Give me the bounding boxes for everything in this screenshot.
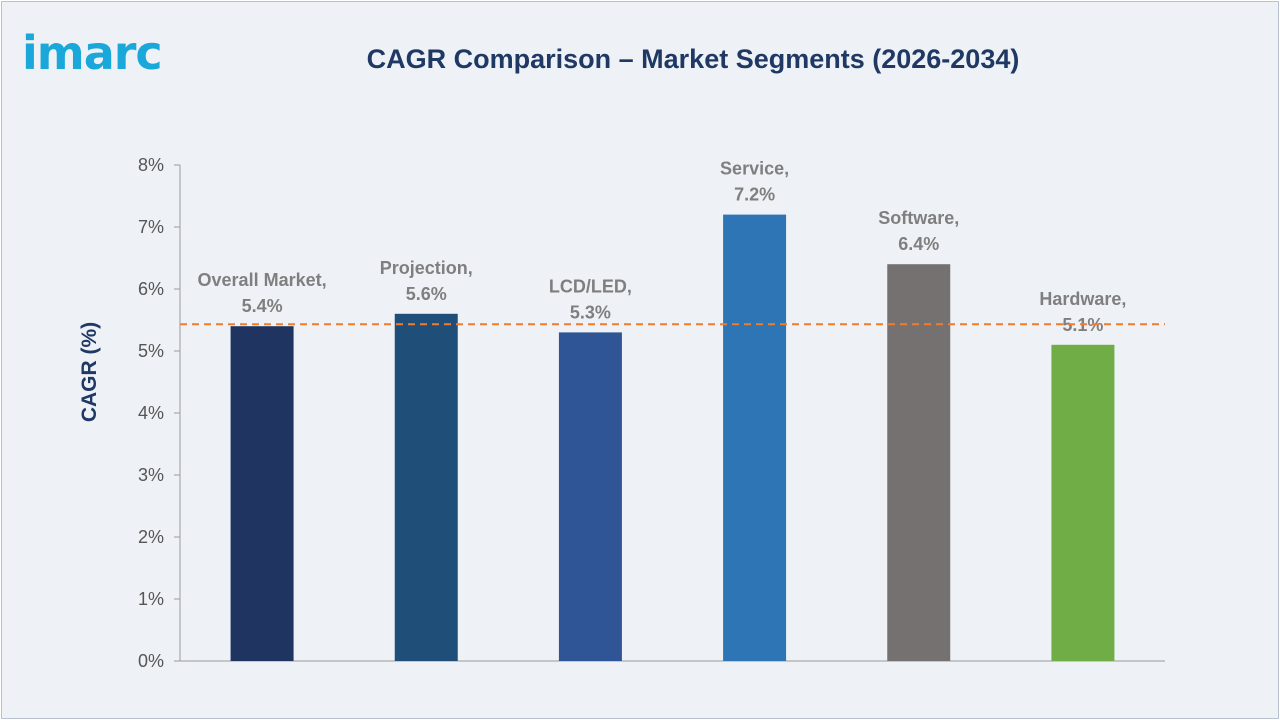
y-tick-label: 2%: [138, 527, 164, 547]
bar: [723, 214, 787, 661]
bar-value-label: 5.3%: [570, 302, 611, 322]
y-tick-label: 3%: [138, 465, 164, 485]
y-tick-label: 7%: [138, 217, 164, 237]
bar: [558, 332, 622, 661]
bar-value-label: 6.4%: [898, 234, 939, 254]
bar-category-label: Projection,: [380, 258, 473, 278]
y-tick-label: 6%: [138, 279, 164, 299]
bar: [887, 264, 951, 661]
bars: [230, 214, 1115, 661]
bar-value-label: 5.4%: [242, 296, 283, 316]
y-axis: 0% 1% 2% 3% 4% 5% 6% 7% 8%: [138, 155, 1165, 671]
bar-category-label: Hardware,: [1039, 289, 1126, 309]
bar: [394, 313, 458, 661]
bar-category-label: Service,: [720, 159, 789, 179]
bar-value-label: 5.6%: [406, 284, 447, 304]
bar: [230, 326, 294, 661]
bar-category-label: Software,: [878, 208, 959, 228]
y-tick-label: 1%: [138, 589, 164, 609]
data-labels: Overall Market, 5.4% Projection, 5.6% LCD/LE…: [198, 159, 1127, 335]
bar: [1051, 344, 1115, 661]
y-tick-label: 0%: [138, 651, 164, 671]
bar-category-label: Overall Market,: [198, 270, 327, 290]
y-tick-label: 5%: [138, 341, 164, 361]
y-axis-label: CAGR (%): [78, 322, 101, 422]
y-tick-label: 4%: [138, 403, 164, 423]
bar-category-label: LCD/LED,: [549, 276, 632, 296]
imarc-logo: imarc: [22, 26, 163, 80]
bar-value-label: 7.2%: [734, 185, 775, 205]
y-tick-label: 8%: [138, 155, 164, 175]
chart-title: CAGR Comparison – Market Segments (2026-…: [366, 44, 1020, 74]
